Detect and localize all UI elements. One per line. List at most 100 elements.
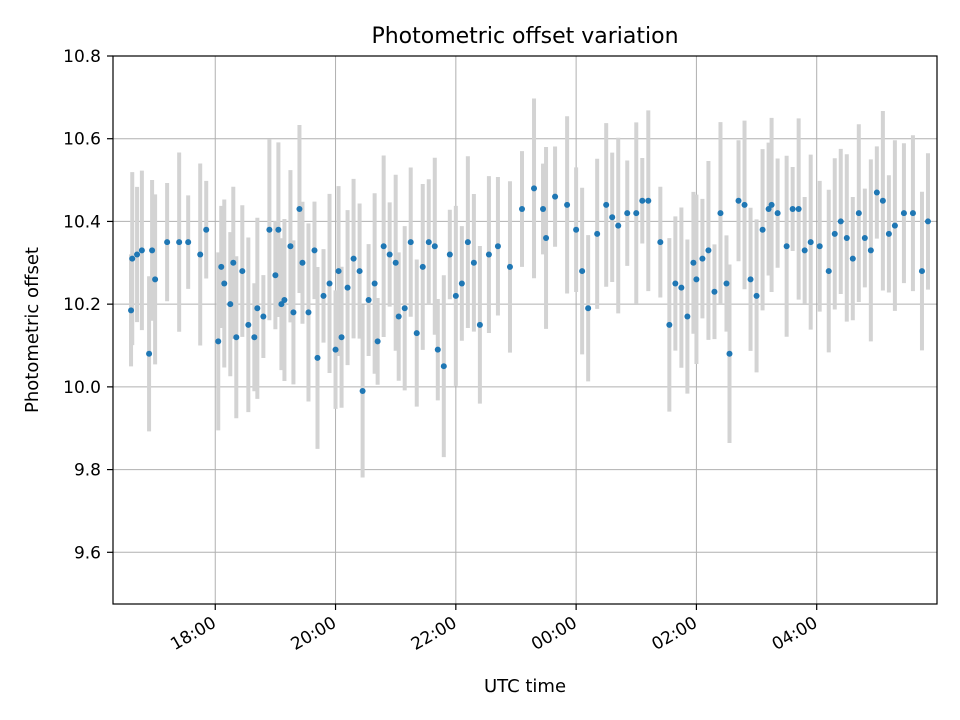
data-point: [552, 193, 559, 200]
data-point: [678, 284, 685, 291]
data-point: [296, 206, 303, 213]
data-point: [245, 321, 252, 328]
data-point: [690, 259, 697, 266]
data-point: [672, 280, 679, 287]
data-point: [350, 255, 357, 262]
data-point: [711, 288, 718, 295]
data-point: [723, 280, 730, 287]
data-point: [579, 268, 586, 275]
data-point: [506, 263, 513, 270]
data-point: [801, 247, 808, 254]
data-point: [197, 251, 204, 258]
data-point: [138, 247, 145, 254]
data-point: [272, 272, 279, 279]
y-tick-label: 10.8: [63, 47, 101, 67]
data-point: [885, 230, 892, 237]
data-point: [311, 247, 318, 254]
data-point: [149, 247, 156, 254]
data-point: [218, 263, 225, 270]
data-point: [146, 350, 153, 357]
data-point: [305, 309, 312, 316]
data-point: [371, 280, 378, 287]
data-point: [176, 239, 183, 246]
data-point: [624, 210, 631, 217]
data-point: [314, 354, 321, 361]
data-point: [281, 297, 288, 304]
data-point: [458, 280, 465, 287]
data-point: [753, 292, 760, 299]
data-point: [278, 301, 285, 308]
data-point: [540, 206, 547, 213]
data-point: [594, 230, 601, 237]
data-point: [657, 239, 664, 246]
data-point: [359, 388, 366, 395]
data-point: [666, 321, 673, 328]
x-tick-label: 02:00: [648, 613, 700, 655]
data-point: [320, 292, 327, 299]
data-point: [266, 226, 273, 233]
data-point: [446, 251, 453, 258]
data-point: [299, 259, 306, 266]
data-point: [413, 330, 420, 337]
data-point: [873, 189, 880, 196]
data-point: [287, 243, 294, 250]
data-point: [633, 210, 640, 217]
data-point: [768, 201, 775, 208]
data-point: [260, 313, 267, 320]
data-point: [386, 251, 393, 258]
data-point: [735, 197, 742, 204]
data-point: [485, 251, 492, 258]
y-tick-label: 9.6: [74, 543, 101, 563]
y-tick-label: 10.0: [63, 378, 101, 398]
y-tick-label: 10.6: [63, 130, 101, 150]
data-point: [717, 210, 724, 217]
data-point: [290, 309, 297, 316]
data-point: [918, 268, 925, 275]
data-point: [639, 197, 646, 204]
data-point: [816, 243, 823, 250]
data-point: [464, 239, 471, 246]
gridlines: [113, 55, 937, 604]
data-point: [431, 243, 438, 250]
data-point: [152, 276, 159, 283]
data-point: [134, 251, 141, 258]
data-point: [233, 334, 240, 341]
data-point: [741, 201, 748, 208]
data-point: [645, 197, 652, 204]
data-point: [573, 226, 580, 233]
data-point: [128, 307, 135, 314]
y-tick-label: 9.8: [74, 461, 101, 481]
x-tick-label: 00:00: [528, 613, 580, 655]
y-axis-label: Photometric offset: [22, 247, 43, 413]
data-point: [783, 243, 790, 250]
data-point: [861, 234, 868, 241]
data-point: [332, 346, 339, 353]
data-point: [924, 218, 931, 225]
data-point: [879, 197, 886, 204]
x-tick-label: 18:00: [167, 613, 219, 655]
data-point: [254, 305, 261, 312]
data-point: [564, 201, 571, 208]
data-point: [909, 210, 916, 217]
data-point: [356, 268, 363, 275]
data-point: [747, 276, 754, 283]
data-point: [615, 222, 622, 229]
data-point: [164, 239, 171, 246]
data-point: [699, 255, 706, 262]
data-point: [129, 255, 136, 262]
data-point: [401, 305, 408, 312]
data-point: [395, 313, 402, 320]
x-axis-label: UTC time: [484, 676, 566, 697]
data-point: [543, 234, 550, 241]
data-point: [825, 268, 832, 275]
data-point: [789, 206, 796, 213]
data-point: [765, 206, 772, 213]
plot-frame: [112, 55, 938, 605]
data-point: [203, 226, 210, 233]
data-point: [392, 259, 399, 266]
data-point: [239, 268, 246, 275]
data-point: [726, 350, 733, 357]
x-tick-label: 20:00: [288, 613, 340, 655]
data-point: [831, 230, 838, 237]
data-point: [774, 210, 781, 217]
